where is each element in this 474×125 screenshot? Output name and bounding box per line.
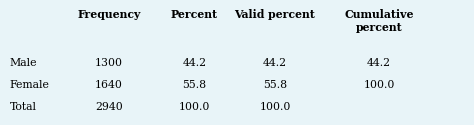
Text: Female: Female [9, 80, 49, 90]
Text: 55.8: 55.8 [263, 80, 287, 90]
Text: 44.2: 44.2 [182, 58, 206, 68]
Text: 100.0: 100.0 [364, 80, 395, 90]
Text: Cumulative
percent: Cumulative percent [345, 9, 414, 33]
Text: Male: Male [9, 58, 37, 68]
Text: Valid percent: Valid percent [235, 9, 315, 20]
Text: 2940: 2940 [95, 102, 123, 113]
Text: 1640: 1640 [95, 80, 123, 90]
Text: 44.2: 44.2 [263, 58, 287, 68]
Text: 44.2: 44.2 [367, 58, 391, 68]
Text: 1300: 1300 [95, 58, 123, 68]
Text: 100.0: 100.0 [259, 102, 291, 113]
Text: Total: Total [9, 102, 36, 113]
Text: 55.8: 55.8 [182, 80, 206, 90]
Text: Frequency: Frequency [77, 9, 141, 20]
Text: 100.0: 100.0 [179, 102, 210, 113]
Text: Percent: Percent [171, 9, 218, 20]
